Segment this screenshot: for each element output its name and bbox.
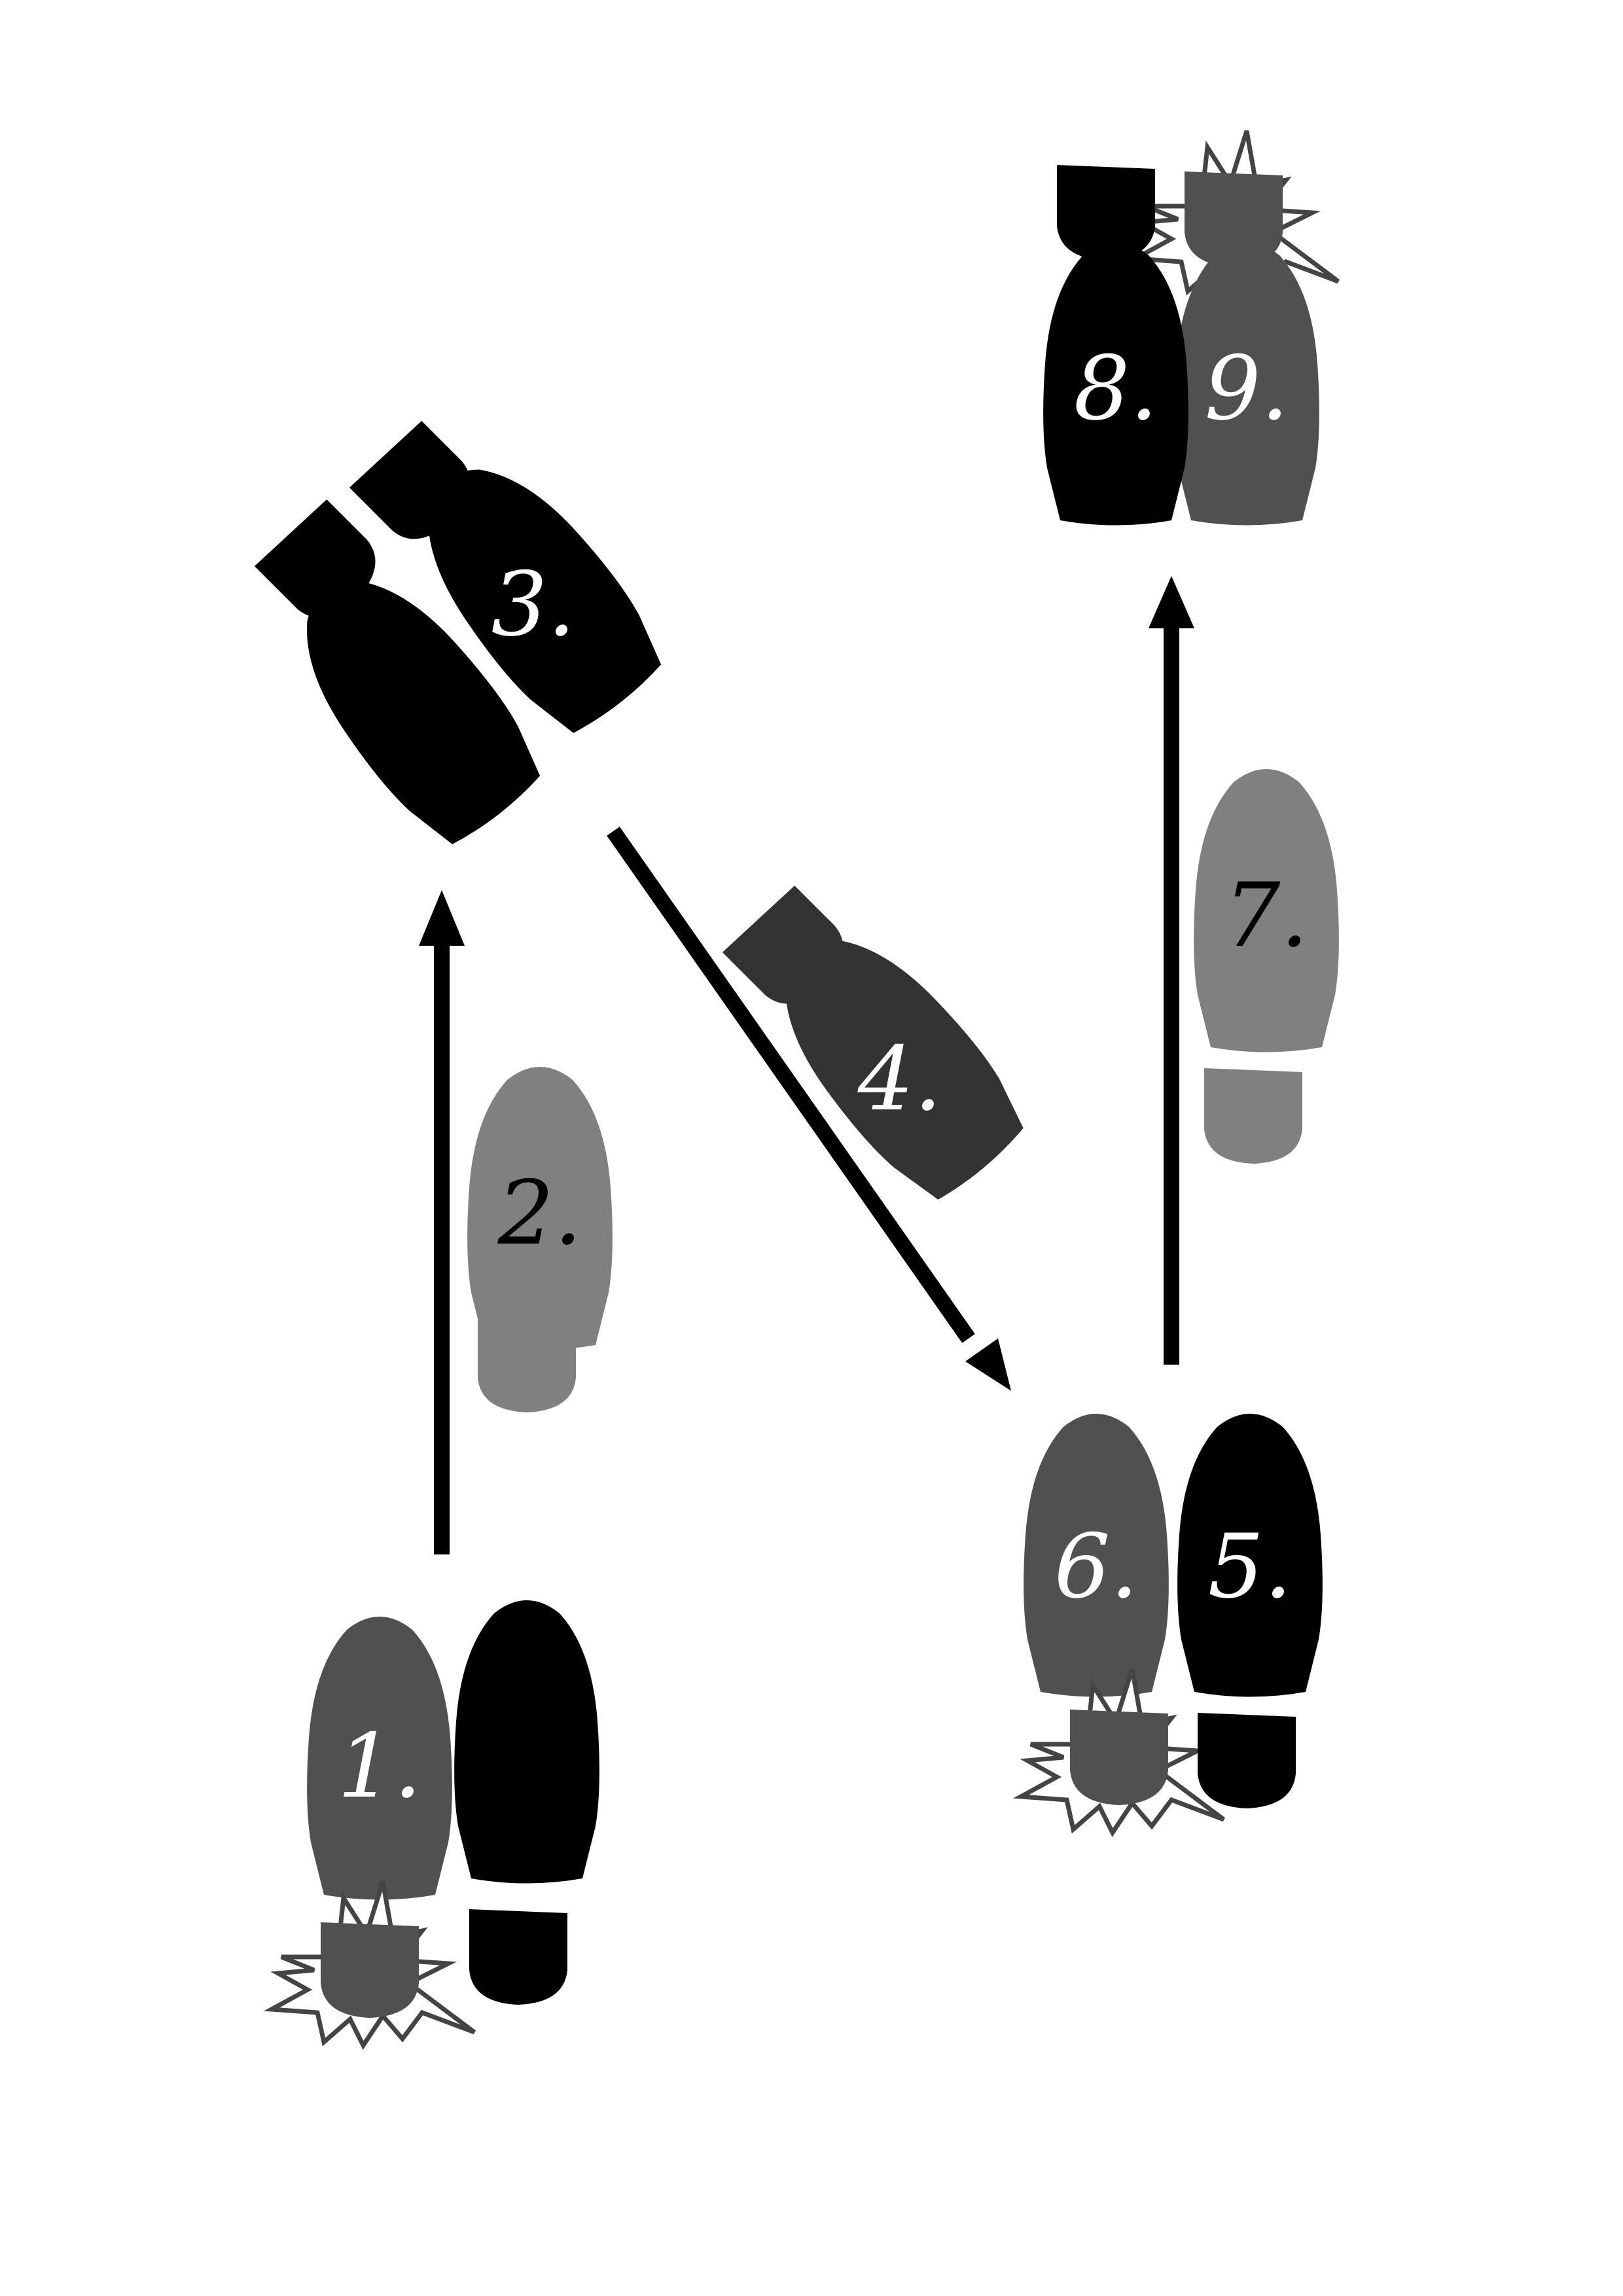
step-5-label: 5. xyxy=(1208,1515,1293,1618)
heel-print-icon xyxy=(1198,1713,1296,1808)
step-9-label: 9. xyxy=(1205,337,1289,440)
step-1-partner-footprint xyxy=(454,1600,599,2005)
step-8-label: 8. xyxy=(1074,337,1158,440)
step-3-label: 3. xyxy=(491,553,576,656)
step-2-footprint: 2. xyxy=(467,1067,613,1412)
step-7-footprint: 7. xyxy=(1194,769,1339,1164)
step-1-footprint: 1. xyxy=(272,1617,474,2045)
heel-print-icon xyxy=(469,1909,567,2005)
step-3-footprint: 3. xyxy=(349,418,678,747)
step-2-label: 2. xyxy=(497,1162,582,1265)
step-1-label: 1. xyxy=(338,1715,422,1818)
heel-print-icon xyxy=(1204,1068,1302,1164)
arrow-1-to-3 xyxy=(419,890,465,1554)
step-7-label: 7. xyxy=(1224,864,1309,967)
heel-print-icon xyxy=(321,1922,419,2018)
step-5-footprint: 5. xyxy=(1177,1414,1323,1808)
heel-print-icon xyxy=(1057,165,1155,260)
step-8-footprint: 8. xyxy=(1043,165,1188,526)
step-6-label: 6. xyxy=(1054,1515,1139,1618)
step-6-footprint: 6. xyxy=(1021,1414,1224,1833)
step-4-footprint: 4. xyxy=(722,882,1040,1215)
arrow-3-to-5 xyxy=(607,827,1011,1391)
shoe-print-icon xyxy=(454,1600,599,1884)
step-9-footprint: 9. xyxy=(1135,131,1338,526)
arrow-5-to-8 xyxy=(1149,576,1194,1365)
step-4-label: 4. xyxy=(857,1028,942,1130)
heel-print-icon xyxy=(1070,1710,1168,1805)
heel-print-icon xyxy=(478,1317,576,1412)
